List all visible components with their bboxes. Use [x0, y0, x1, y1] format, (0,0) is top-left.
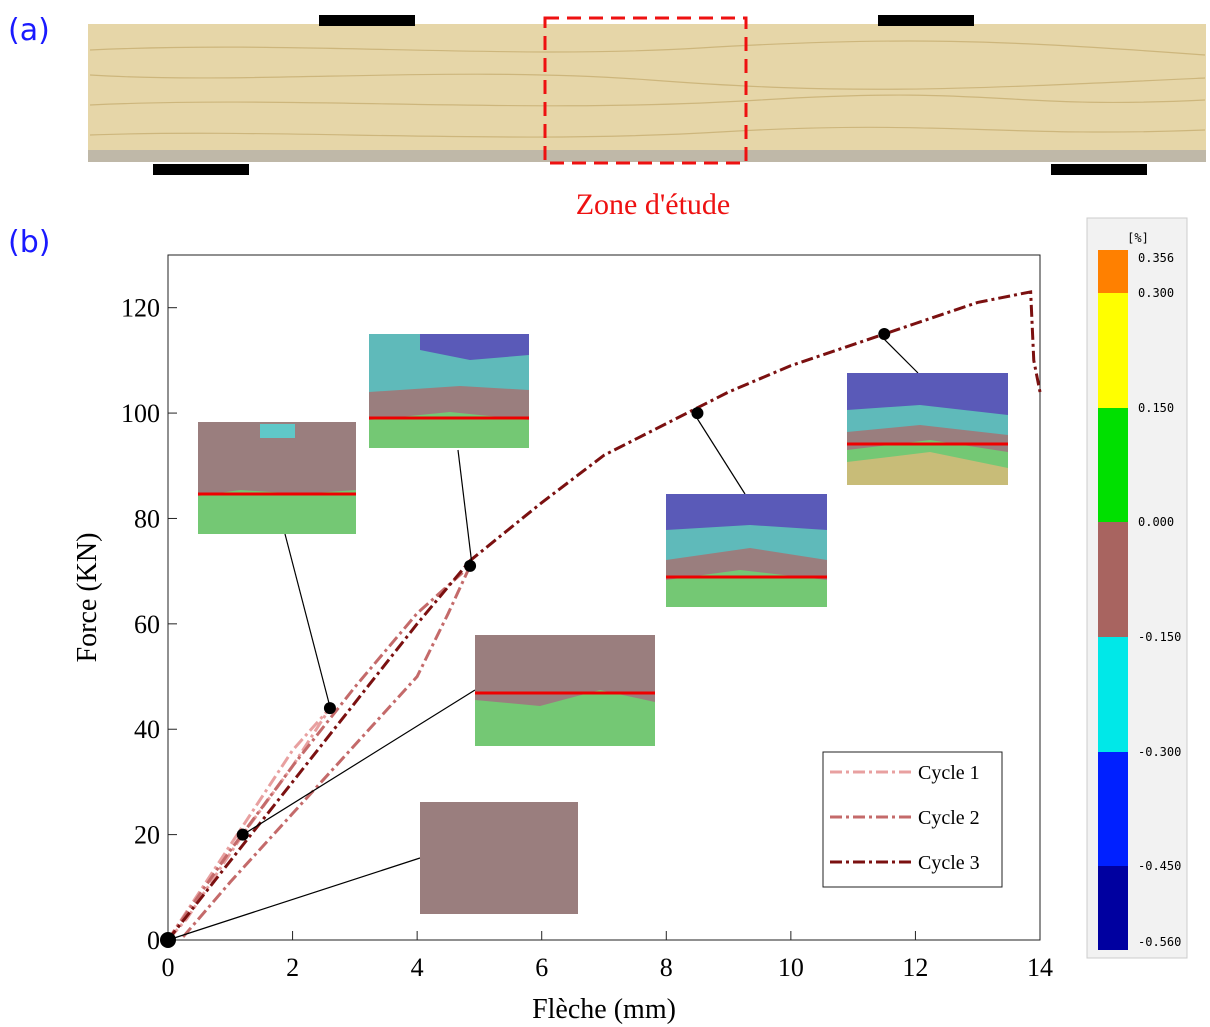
colorbar-band [1098, 408, 1128, 522]
leader-line [881, 336, 919, 374]
x-tick-label: 14 [1027, 953, 1053, 982]
legend-label: Cycle 1 [918, 762, 980, 784]
support [878, 15, 974, 26]
colorbar-label: -0.300 [1138, 745, 1181, 759]
colorbar-band [1098, 522, 1128, 637]
wood-grain [89, 40, 1206, 138]
beam-shadow [88, 150, 1206, 162]
x-tick-label: 4 [411, 953, 424, 982]
inset [420, 802, 578, 914]
inset [666, 494, 827, 607]
y-tick-label: 40 [134, 715, 160, 744]
plot: 0 2 4 6 8 10 12 14 0 20 40 60 80 100 120 Flèche (mm) For… [72, 254, 1053, 1025]
colorbar-title: [%] [1127, 231, 1149, 245]
marker [323, 702, 336, 715]
marker [464, 559, 477, 572]
colorbar-label: 0.000 [1138, 515, 1174, 529]
legend-label: Cycle 2 [918, 807, 980, 829]
y-tick-label: 0 [147, 926, 160, 955]
support [153, 164, 249, 175]
series-line [166, 564, 472, 941]
x-tick-label: 2 [286, 953, 299, 982]
y-tick-label: 100 [121, 399, 160, 428]
leader-line [457, 449, 473, 566]
colorbar-label: 0.150 [1138, 401, 1174, 415]
x-tick-label: 8 [660, 953, 673, 982]
legend [822, 751, 1003, 888]
colorbar-band [1098, 293, 1128, 408]
legend-label: Cycle 3 [918, 852, 980, 874]
support [319, 15, 415, 26]
x-tick-label: 10 [778, 953, 804, 982]
marker [691, 407, 704, 420]
x-axis-label: Flèche (mm) [532, 994, 676, 1025]
leader-line [243, 689, 476, 835]
y-tick-label: 80 [134, 504, 160, 533]
leader-line [284, 533, 331, 708]
colorbar-label: 0.300 [1138, 286, 1174, 300]
colorbar-label: -0.450 [1138, 859, 1181, 873]
x-tick-label: 0 [162, 953, 175, 982]
colorbar-band [1098, 752, 1128, 866]
leaders [167, 336, 919, 941]
colorbar: 0.356 0.300 0.150 0.000 -0.150 -0.300 -0.450 -0… [1098, 250, 1181, 950]
inset [369, 334, 529, 448]
panel-label: (b) [8, 225, 50, 260]
x-tick-label: 6 [535, 953, 548, 982]
colorbar-band [1098, 250, 1128, 293]
plot-frame [167, 254, 1041, 941]
x-tick-label: 12 [902, 953, 928, 982]
leader-line [694, 414, 746, 495]
annotation: Zone d'étude [576, 188, 731, 221]
colorbar-band [1098, 637, 1128, 752]
inset [847, 373, 1008, 485]
leader-line [167, 857, 421, 941]
y-tick-label: 20 [134, 821, 160, 850]
panel-label: (a) [8, 13, 50, 48]
colorbar-label: -0.560 [1138, 935, 1181, 949]
colorbar-label: -0.150 [1138, 630, 1181, 644]
colorbar-label: 0.356 [1138, 251, 1174, 265]
marker [236, 828, 249, 841]
inset [198, 422, 356, 534]
y-axis-label: Force (KN) [72, 533, 103, 663]
legend-entries: Cycle 1 Cycle 2 Cycle 3 [830, 762, 980, 874]
y-tick-label: 120 [121, 294, 160, 323]
marker [878, 328, 891, 341]
y-tick-label: 60 [134, 610, 160, 639]
colorbar-band [1098, 866, 1128, 950]
inset [475, 635, 655, 746]
study-zone [543, 16, 748, 165]
support [1051, 164, 1147, 175]
